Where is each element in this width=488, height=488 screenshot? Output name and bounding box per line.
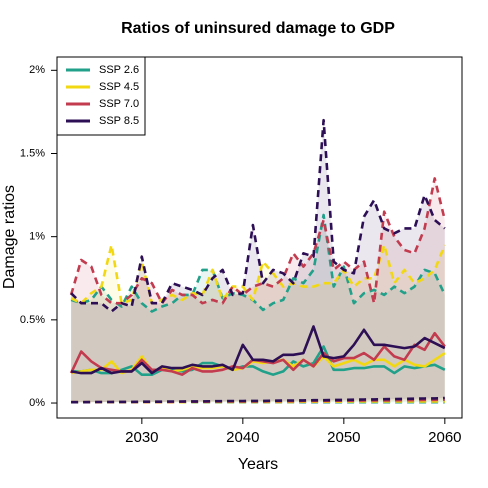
- x-tick-label: 2040: [226, 429, 259, 446]
- legend-label: SSP 4.5: [99, 81, 139, 93]
- legend-label: SSP 7.0: [99, 98, 139, 110]
- y-axis-label: Damage ratios: [1, 185, 18, 289]
- y-tick-label: 0.5%: [20, 314, 45, 326]
- y-tick-label: 1.5%: [20, 147, 45, 159]
- y-tick-label: 2%: [29, 64, 45, 76]
- upper-bound-line: [70, 213, 446, 313]
- upper-bound-line: [69, 177, 447, 305]
- range-band: [71, 215, 445, 403]
- y-tick-label: 1%: [29, 231, 45, 243]
- y-tick-label: 0%: [29, 397, 45, 409]
- x-tick-label: 2030: [125, 429, 158, 446]
- median-line: [70, 325, 446, 375]
- x-tick-label: 2050: [327, 429, 360, 446]
- x-tick-label: 2060: [428, 429, 461, 446]
- legend-label: SSP 8.5: [99, 115, 139, 127]
- chart-title: Ratios of uninsured damage to GDP: [121, 20, 395, 37]
- legend-label: SSP 2.6: [99, 64, 139, 76]
- x-axis-label: Years: [238, 456, 278, 473]
- lower-bound-line: [71, 396, 445, 404]
